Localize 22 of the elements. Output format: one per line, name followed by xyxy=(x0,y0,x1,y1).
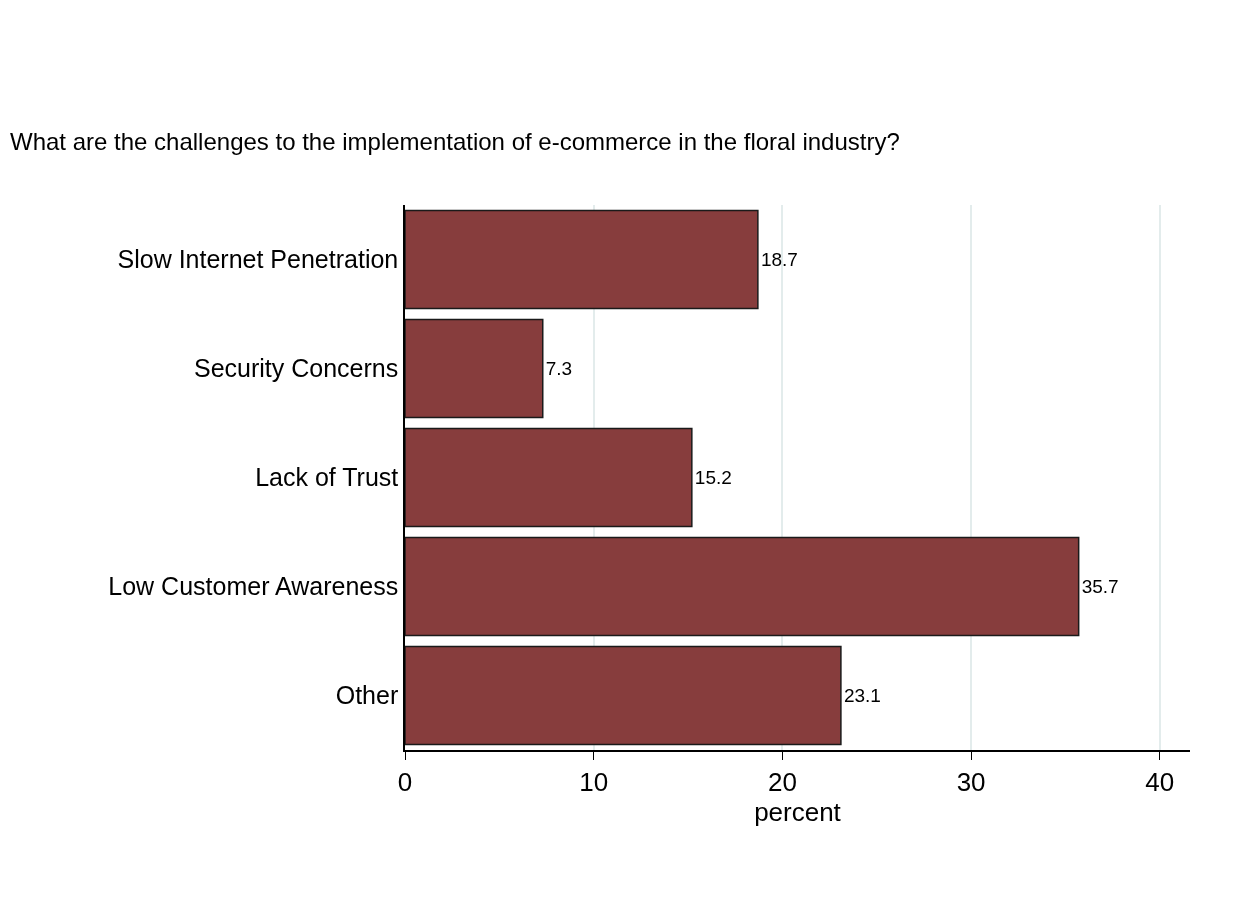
x-tick-label: 20 xyxy=(767,766,797,797)
x-tick-label: 30 xyxy=(956,766,986,797)
chart-title: What are the challenges to the implementation of e-commerce in the floral industry? xyxy=(10,127,900,155)
data-label: 23.1 xyxy=(843,685,881,706)
bar xyxy=(405,209,759,310)
bar xyxy=(405,427,693,528)
y-tick-label: Slow Internet Penetration xyxy=(117,245,399,274)
bar xyxy=(405,318,544,419)
y-tick-label: Other xyxy=(335,681,399,710)
bar xyxy=(405,536,1080,637)
x-tick-label: 40 xyxy=(1145,766,1175,797)
y-tick-label: Low Customer Awareness xyxy=(108,572,399,601)
data-label: 15.2 xyxy=(694,467,732,488)
data-label: 7.3 xyxy=(545,358,573,379)
x-tick-label: 0 xyxy=(397,766,413,797)
x-tick-label: 10 xyxy=(579,766,609,797)
y-tick-label: Security Concerns xyxy=(194,354,399,383)
bar xyxy=(405,645,842,746)
y-tick-label: Lack of Trust xyxy=(255,463,399,492)
x-axis-title: percent xyxy=(754,796,842,827)
data-label: 35.7 xyxy=(1081,576,1119,597)
data-label: 18.7 xyxy=(760,249,798,270)
